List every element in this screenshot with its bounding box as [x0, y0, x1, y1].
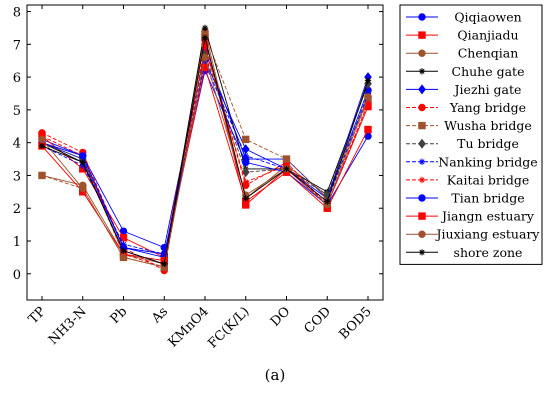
- data-point: [282, 155, 291, 163]
- legend-marker: [418, 138, 426, 149]
- legend-label: Qiqiaowen: [454, 10, 521, 25]
- x-tick-label: KMnO4: [166, 304, 212, 350]
- series-line-13: [41, 57, 369, 268]
- legend-marker: [418, 49, 426, 57]
- data-point: [242, 158, 250, 167]
- x-tick-label: FC(K/L): [205, 304, 252, 351]
- legend-label: Yang bridge: [449, 100, 526, 115]
- data-point: [242, 135, 250, 144]
- series-line-10: [41, 47, 369, 268]
- data-point: [364, 93, 372, 101]
- series-line-6: [41, 44, 369, 272]
- x-tick-label: Pb: [108, 304, 131, 327]
- x-tick-label: COD: [302, 304, 335, 337]
- data-point: [161, 260, 168, 268]
- series-line-5: [41, 59, 369, 258]
- data-point: [364, 100, 372, 107]
- data-point: [79, 162, 86, 169]
- legend-marker: [418, 249, 426, 256]
- x-tick-label: BOD5: [337, 304, 375, 342]
- data-point: [79, 152, 87, 160]
- data-point: [79, 184, 87, 193]
- legend-label: Jiangn estuary: [440, 209, 535, 224]
- legend-label: Nanking bridge: [438, 154, 537, 169]
- data-point: [241, 167, 250, 178]
- y-tick-label: 1: [13, 235, 21, 250]
- data-point: [242, 178, 249, 186]
- x-tick-label: DO: [268, 304, 294, 330]
- data-point: [242, 152, 249, 159]
- legend-marker: [418, 103, 426, 112]
- data-point: [201, 34, 209, 41]
- series-line-8: [41, 52, 369, 262]
- y-tick-label: 6: [13, 71, 21, 86]
- legend-label: shore zone: [454, 245, 523, 260]
- series-line-1: [41, 49, 369, 249]
- data-point: [242, 195, 249, 202]
- legend-marker: [418, 212, 426, 220]
- x-tick-label: TP: [26, 304, 49, 327]
- data-point: [38, 171, 46, 180]
- data-point: [324, 198, 331, 205]
- legend-marker: [418, 68, 426, 75]
- x-tick-label: As: [148, 304, 171, 327]
- legend-label: Tian bridge: [451, 191, 524, 206]
- legend-label: Chenqian: [458, 46, 519, 61]
- legend-label: Wusha bridge: [444, 118, 532, 133]
- y-tick-label: 7: [13, 38, 21, 53]
- data-point: [201, 44, 209, 51]
- data-point: [38, 135, 46, 144]
- legend-marker: [418, 194, 426, 202]
- legend-marker: [418, 13, 426, 21]
- series-line-9: [41, 62, 369, 255]
- legend-marker: [418, 84, 426, 95]
- legend-label: Jiuxiang estuary: [435, 227, 541, 242]
- y-tick-label: 4: [13, 137, 21, 152]
- figure-caption: (a): [264, 366, 286, 384]
- legend-box: [399, 4, 543, 265]
- data-point: [38, 142, 46, 150]
- legend-marker: [418, 121, 426, 130]
- legend-marker: [418, 158, 426, 165]
- series-line-11: [41, 69, 369, 255]
- y-tick-label: 0: [13, 268, 21, 283]
- y-tick-label: 8: [13, 6, 21, 21]
- data-point: [283, 165, 290, 173]
- data-point: [201, 53, 209, 62]
- data-point: [201, 24, 209, 32]
- legend-marker: [418, 230, 426, 238]
- legend-label: Jiezhi gate: [453, 82, 522, 97]
- x-tick-label: NH3-N: [46, 304, 90, 348]
- data-point: [364, 125, 372, 134]
- legend-label: Tu bridge: [457, 136, 519, 151]
- data-point: [119, 253, 128, 262]
- data-point: [120, 247, 127, 255]
- data-point: [364, 77, 372, 84]
- legend-label: Kaitai bridge: [447, 172, 530, 187]
- legend-label: Qianjiadu: [457, 28, 518, 43]
- data-point: [79, 159, 86, 166]
- series-line-12: [41, 67, 369, 262]
- legend-label: Chuhe gate: [452, 64, 525, 79]
- y-tick-label: 5: [13, 104, 21, 119]
- y-tick-label: 3: [13, 169, 21, 184]
- legend-marker: [418, 31, 426, 39]
- y-tick-label: 2: [13, 202, 21, 217]
- legend-marker: [418, 176, 426, 184]
